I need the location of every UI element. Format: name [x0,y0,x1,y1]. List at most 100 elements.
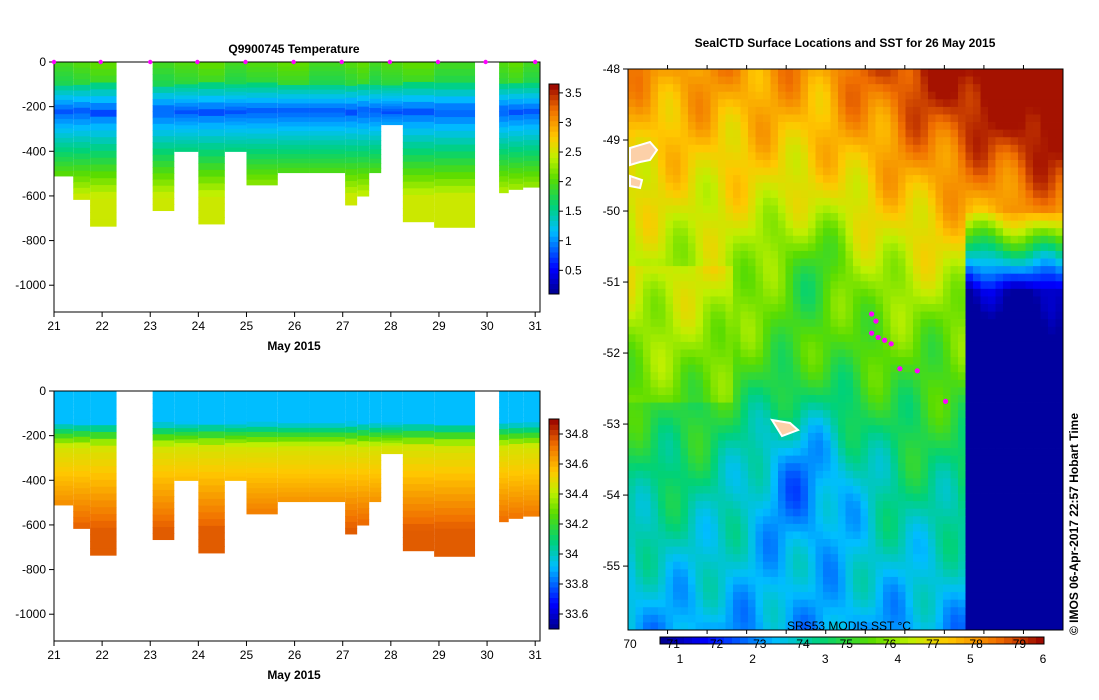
sst-cell [965,288,974,297]
sst-cell [665,243,674,252]
sst-cell [665,448,674,457]
section-cell [402,464,435,472]
section-cell [224,88,247,93]
sst-cell [763,523,771,532]
sst-cell [748,478,756,487]
section-cell [198,109,225,117]
sst-cell [845,326,854,335]
sst-cell [1018,243,1026,252]
sst-cell [905,213,914,222]
sst-cell [800,357,809,366]
sst-cell [710,197,719,206]
section-cell [402,208,435,216]
sst-cell [913,326,921,335]
sst-cell [808,250,816,259]
sst-cell [770,182,779,191]
sst-cell [763,205,771,214]
sst-cell [740,281,749,290]
section-cell [152,204,175,212]
sst-cell [628,129,636,138]
sst-cell [860,84,869,93]
sst-cell [650,546,659,555]
sst-cell [733,334,741,343]
sst-cell [650,485,659,494]
colorbar-cell [549,152,559,158]
sst-cell [845,228,854,237]
sst-cell [1040,273,1049,282]
sst-cell [838,182,846,191]
section-cell [369,455,382,461]
sst-cell [980,114,989,123]
section-cell [224,402,247,407]
sst-cell [733,288,741,297]
sst-cell [785,137,794,146]
section-cell [174,136,199,141]
sst-cell [980,159,989,168]
sst-cell [905,99,914,108]
temperature-panel: Q9900745 Temperature 21 22 23 24 25 26 27 28 29 3… [15,42,582,353]
section-cell [508,178,524,185]
sst-cell [950,243,959,252]
sst-cell [995,539,1004,548]
sst-cell [755,326,764,335]
sst-cell [875,190,884,199]
sst-cell [703,197,711,206]
sst-cell [703,311,711,320]
sst-cell [995,114,1004,123]
sst-cell [740,569,749,578]
sst-cell [680,122,689,131]
sst-cell [778,281,786,290]
section-cell [152,440,175,448]
sst-cell [988,197,996,206]
sst-cell [778,561,786,570]
section-cell [277,437,310,443]
sst-cell [1025,334,1034,343]
sst-cell [1003,152,1011,161]
sst-cell [740,448,749,457]
sst-cell [703,379,711,388]
sst-cell [808,349,816,358]
sst-cell [665,432,674,441]
section-cell [357,424,370,431]
section-cell [246,401,278,407]
sst-cell [868,190,876,199]
sst-cell [913,508,921,517]
sst-cell [710,281,719,290]
section-cell [345,115,358,123]
section-cell [523,98,540,105]
section-cell [277,391,310,397]
section-cell [345,396,358,404]
sst-cell [1025,364,1034,373]
sst-cell [898,341,906,350]
sst-cell [673,228,681,237]
sst-cell [928,106,936,115]
sst-cell [898,159,906,168]
section-cell [402,68,435,76]
sst-cell [1048,288,1056,297]
sst-cell [770,114,779,123]
sst-cell [778,569,786,578]
sst-cell [890,417,899,426]
sst-cell [995,561,1004,570]
sst-cell [988,448,996,457]
sst-cell [800,228,809,237]
sst-cell [665,190,674,199]
sst-cell [965,379,974,388]
section-cell [345,426,358,434]
sst-cell [883,304,891,312]
sst-cell [973,455,981,464]
sst-cell [1040,122,1049,131]
sst-cell [823,432,831,441]
sst-cell [770,402,779,411]
sst-cell [950,228,959,237]
sst-cell [1040,440,1049,449]
sst-cell [823,296,831,305]
sst-cell [755,341,764,350]
sst-cell [988,485,996,494]
sst-cell [635,273,644,282]
sst-cell [943,190,951,199]
sst-cell [973,417,981,426]
sst-cell [710,273,719,282]
sst-cell [875,114,884,123]
sst-cell [815,554,824,563]
